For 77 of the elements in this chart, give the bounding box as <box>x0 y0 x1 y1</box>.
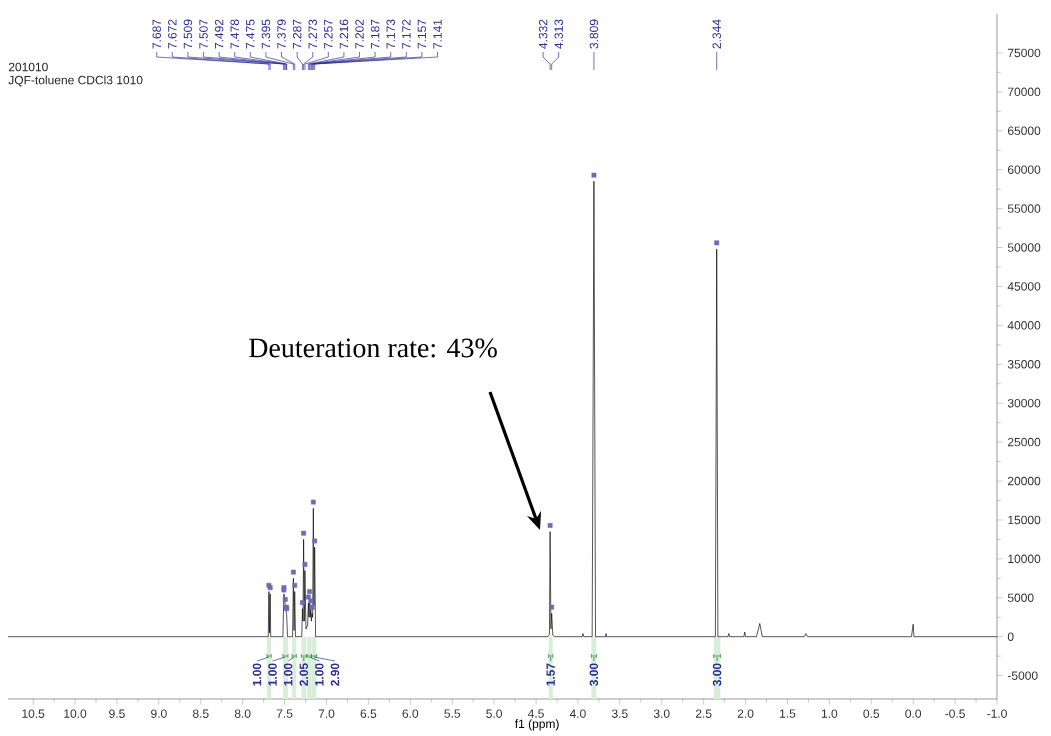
x-tick-label: 4.5 <box>527 709 544 718</box>
x-tick-label: 5.5 <box>444 709 461 718</box>
annotation: 7.273 <box>308 19 317 49</box>
x-tick-label: 4.0 <box>569 709 586 718</box>
x-tick-label: 1.0 <box>821 709 838 718</box>
x-tick-label: 7.5 <box>276 709 293 718</box>
x-tick-label: -0.5 <box>945 709 965 718</box>
annotation: 4.332 <box>538 19 548 49</box>
y-tick-label: 5000 <box>1007 593 1034 603</box>
y-tick-label: 70000 <box>1007 87 1041 97</box>
annotation: 7.216 <box>339 19 349 49</box>
x-tick-label: 5.0 <box>486 709 502 718</box>
y-tick-label: 60000 <box>1007 165 1041 174</box>
x-axis-title: f1 (ppm) <box>514 719 559 731</box>
x-tick-label: 6.0 <box>402 709 419 718</box>
annotation: 7.475 <box>246 19 255 49</box>
y-tick-label: 0 <box>1007 632 1014 641</box>
annotation: Deuteration rate: 43% <box>249 338 497 358</box>
annotation: 2.344 <box>712 19 721 49</box>
y-tick-label: 65000 <box>1007 126 1041 136</box>
text: JQF-toluene CDCl3 1010 <box>8 75 143 87</box>
y-tick-label: 35000 <box>1007 360 1041 369</box>
y-tick-label: 10000 <box>1008 554 1041 564</box>
annotation: 7.187 <box>370 19 380 49</box>
x-tick-label: -1.0 <box>987 709 1007 718</box>
annotation: 7.509 <box>183 19 193 49</box>
annotation: 7.287 <box>292 19 302 49</box>
band-label: 1.00 <box>252 663 262 686</box>
y-tick-label: -5000 <box>1007 671 1038 680</box>
band-label: 1.00 <box>283 663 293 686</box>
y-tick-label: 15000 <box>1008 515 1041 525</box>
x-tick-label: 8.5 <box>192 709 209 718</box>
band-label: 1.00 <box>315 663 324 686</box>
x-tick-label: 9.0 <box>151 709 167 718</box>
annotation: 3.809 <box>589 19 599 49</box>
band-label: 1.57 <box>546 663 555 686</box>
annotation: 7.687 <box>152 19 161 49</box>
y-tick-label: 20000 <box>1007 476 1041 486</box>
x-tick-label: 9.5 <box>109 709 125 718</box>
x-tick-label: 2.5 <box>695 709 712 718</box>
band-label: 2.90 <box>330 663 340 686</box>
y-tick-label: 75000 <box>1007 48 1041 58</box>
annotation: 7.507 <box>199 19 208 49</box>
x-tick-label: 3.0 <box>653 709 670 718</box>
x-tick-label: 2.0 <box>737 709 754 718</box>
annotation: 7.202 <box>355 19 364 49</box>
y-tick-label: 45000 <box>1007 282 1041 291</box>
annotation: 7.492 <box>214 19 224 49</box>
y-tick-label: 25000 <box>1007 437 1041 447</box>
y-tick-label: 50000 <box>1007 243 1041 252</box>
annotation: 7.478 <box>230 19 239 49</box>
x-tick-label: 1.5 <box>780 709 796 718</box>
annotation: 7.257 <box>324 19 333 49</box>
annotation: 4.313 <box>554 19 563 49</box>
x-tick-label: 0.5 <box>863 709 880 718</box>
x-tick-label: 10.5 <box>22 709 45 718</box>
annotation: 7.141 <box>433 19 442 49</box>
band-label: 3.00 <box>712 663 722 687</box>
band-label: 3.00 <box>589 663 599 687</box>
annotation: 7.157 <box>417 19 427 49</box>
band-label: 2.05 <box>299 663 309 686</box>
annotation: 7.379 <box>277 19 286 49</box>
y-tick-label: 40000 <box>1007 321 1041 330</box>
y-tick-label: 30000 <box>1007 398 1041 408</box>
x-tick-label: 6.5 <box>360 709 377 718</box>
band-label: 1.00 <box>268 663 277 686</box>
x-tick-label: 0.0 <box>905 709 922 718</box>
annotation: 7.172 <box>402 19 411 49</box>
annotation: 7.173 <box>386 19 395 49</box>
y-tick-label: 55000 <box>1007 204 1041 213</box>
x-tick-label: 8.0 <box>234 709 251 718</box>
annotation: 7.672 <box>168 19 177 49</box>
annotation: 7.395 <box>261 19 271 49</box>
x-tick-label: 7.0 <box>318 709 335 718</box>
x-tick-label: 10.0 <box>64 709 87 718</box>
x-tick-label: 3.5 <box>611 709 628 718</box>
text: 201010 <box>8 62 48 72</box>
